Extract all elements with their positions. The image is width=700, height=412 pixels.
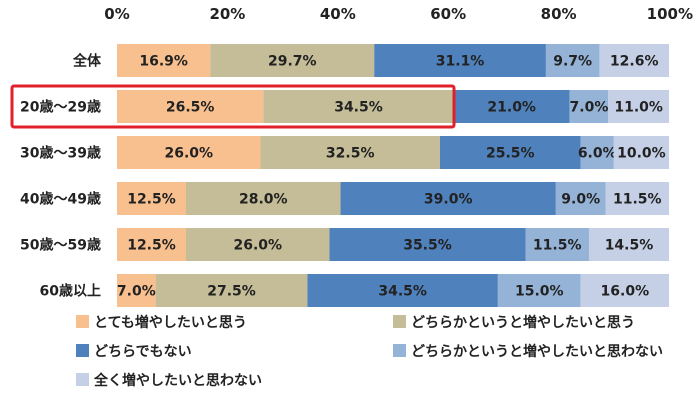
category-label: 20歳～29歳 <box>20 99 101 116</box>
bar-segment <box>580 274 669 307</box>
category-label: 60歳以上 <box>40 283 101 300</box>
bar-segment <box>340 182 556 215</box>
bar-segment <box>117 90 264 123</box>
data-label: 16.9% <box>139 54 188 70</box>
data-label: 28.0% <box>239 192 288 208</box>
data-label: 31.1% <box>436 54 485 70</box>
bar-segment <box>117 228 186 261</box>
highlight-box <box>10 84 456 129</box>
highlight-rectangle <box>10 84 456 129</box>
data-label: 12.5% <box>127 192 176 208</box>
data-label: 7.0% <box>570 100 609 116</box>
data-label: 26.0% <box>164 146 213 162</box>
legend-label: どちらでもない <box>94 344 192 360</box>
bars: 16.9% 29.7% 31.1% 9.7% 12.6% 26.5% 34.5% 21.0% 7… <box>117 44 669 307</box>
data-label: 34.5% <box>378 284 427 300</box>
legend-swatch <box>76 315 89 328</box>
data-label: 10.0% <box>617 146 666 162</box>
x-tick-label: 80% <box>541 5 577 23</box>
legend-swatch <box>393 315 406 328</box>
legend-label: 全く増やしたいと思わない <box>93 372 262 389</box>
bar-segment <box>588 228 669 261</box>
bar-segment <box>545 44 600 77</box>
data-label: 14.5% <box>605 238 654 254</box>
bar-segment <box>329 228 526 261</box>
category-label: 全体 <box>72 53 102 70</box>
data-label: 11.0% <box>614 100 663 116</box>
data-label: 15.0% <box>515 284 564 300</box>
bar-segment <box>307 274 498 307</box>
data-label: 12.5% <box>127 238 176 254</box>
bar-segment <box>374 44 546 77</box>
data-label: 12.6% <box>610 54 659 70</box>
data-label: 29.7% <box>268 54 317 70</box>
bar-segment <box>117 44 211 77</box>
bar-segment <box>186 228 330 261</box>
bar-segment <box>525 228 589 261</box>
x-tick-label: 20% <box>209 5 245 23</box>
x-tick-label: 100% <box>647 5 693 23</box>
category-label: 30歳～39歳 <box>20 145 101 162</box>
data-label: 27.5% <box>207 284 256 300</box>
bar-segment <box>613 136 669 169</box>
bar-segment <box>453 90 570 123</box>
data-label: 21.0% <box>487 100 536 116</box>
bar-segment <box>439 136 581 169</box>
bar-segment <box>263 90 454 123</box>
data-label: 16.0% <box>601 284 650 300</box>
bar-segment <box>599 44 669 77</box>
bar-segment <box>117 182 186 215</box>
data-label: 9.7% <box>553 54 592 70</box>
data-label: 26.0% <box>233 238 282 254</box>
legend-label: どちらかというと増やしたいと思う <box>411 314 635 331</box>
data-label: 7.0% <box>117 284 156 300</box>
bar-segment <box>605 182 669 215</box>
x-tick-label: 40% <box>320 5 356 23</box>
category-labels: 全体 20歳～29歳 30歳～39歳 40歳～49歳 50歳～59歳 60歳以上 <box>20 53 102 300</box>
x-tick-label: 0% <box>104 5 129 23</box>
legend-swatch <box>393 344 406 357</box>
data-label: 26.5% <box>166 100 215 116</box>
data-label: 11.5% <box>533 238 582 254</box>
x-axis: 0% 20% 40% 60% 80% 100% <box>104 5 693 23</box>
data-label: 32.5% <box>326 146 375 162</box>
bar-segment <box>608 90 669 123</box>
legend-label: どちらかというと増やしたいと思わない <box>411 343 663 360</box>
legend-swatch <box>76 373 89 386</box>
category-label: 50歳～59歳 <box>20 237 101 254</box>
data-label: 9.0% <box>561 192 600 208</box>
category-label: 40歳～49歳 <box>20 191 101 208</box>
legend-swatch <box>76 344 89 357</box>
bar-segment <box>260 136 440 169</box>
bar-segment <box>555 182 606 215</box>
data-label: 25.5% <box>486 146 535 162</box>
bar-segment <box>186 182 341 215</box>
data-label: 11.5% <box>613 192 662 208</box>
data-label: 34.5% <box>334 100 383 116</box>
bar-segment <box>117 274 156 307</box>
legend-label: とても増やしたいと思う <box>94 314 247 331</box>
x-tick-label: 60% <box>430 5 466 23</box>
bar-segment <box>497 274 581 307</box>
data-label: 35.5% <box>403 238 452 254</box>
bar-segment <box>569 90 609 123</box>
bar-segment <box>155 274 308 307</box>
bar-segment <box>580 136 614 169</box>
data-label: 6.0% <box>578 146 617 162</box>
data-label: 39.0% <box>424 192 473 208</box>
bar-segment <box>210 44 375 77</box>
bar-segment <box>117 136 261 169</box>
